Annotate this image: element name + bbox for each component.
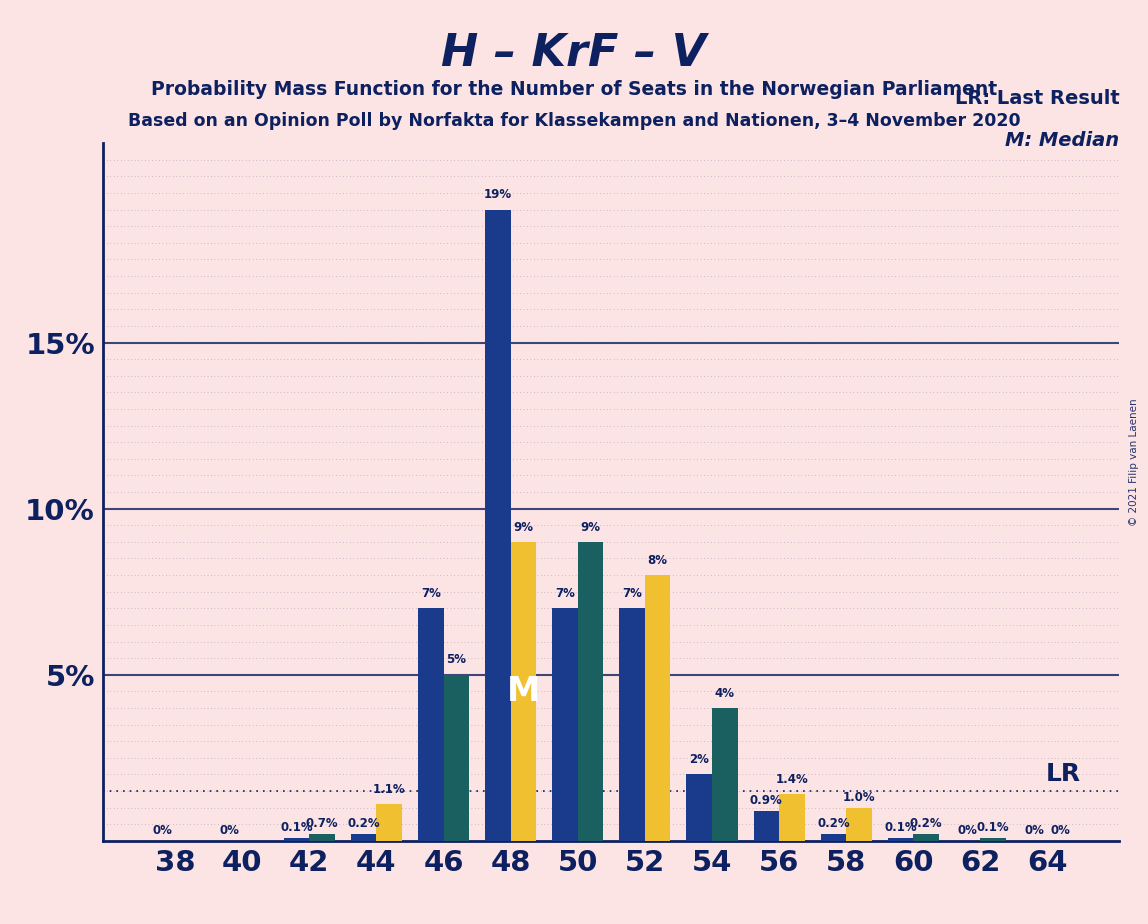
Bar — [645, 575, 670, 841]
Text: 0.9%: 0.9% — [750, 794, 783, 807]
Bar — [377, 804, 402, 841]
Text: 0.1%: 0.1% — [884, 821, 917, 833]
Text: M: M — [506, 675, 540, 708]
Bar — [753, 811, 779, 841]
Text: 0.7%: 0.7% — [305, 817, 339, 830]
Bar — [914, 834, 939, 841]
Text: 0.2%: 0.2% — [348, 817, 380, 830]
Text: 4%: 4% — [715, 687, 735, 699]
Bar — [779, 795, 805, 841]
Text: LR: Last Result: LR: Last Result — [954, 90, 1119, 108]
Bar — [846, 808, 871, 841]
Bar — [443, 675, 470, 841]
Text: 0.1%: 0.1% — [280, 821, 312, 833]
Text: 1.0%: 1.0% — [843, 791, 875, 804]
Text: 2%: 2% — [689, 753, 709, 766]
Text: LR: LR — [1046, 762, 1081, 786]
Text: 0%: 0% — [219, 824, 239, 837]
Bar — [552, 608, 577, 841]
Text: 1.4%: 1.4% — [776, 773, 808, 786]
Text: 0%: 0% — [1025, 824, 1045, 837]
Text: 0%: 0% — [1050, 824, 1070, 837]
Bar — [309, 834, 335, 841]
Bar — [511, 541, 536, 841]
Text: 19%: 19% — [483, 188, 512, 201]
Bar — [687, 774, 712, 841]
Bar — [486, 210, 511, 841]
Text: © 2021 Filip van Laenen: © 2021 Filip van Laenen — [1130, 398, 1139, 526]
Text: 0.1%: 0.1% — [977, 821, 1009, 833]
Text: 0.2%: 0.2% — [910, 817, 943, 830]
Bar — [284, 837, 309, 841]
Bar — [821, 834, 846, 841]
Bar — [712, 708, 737, 841]
Text: 0.2%: 0.2% — [817, 817, 850, 830]
Text: 0%: 0% — [957, 824, 978, 837]
Text: Probability Mass Function for the Number of Seats in the Norwegian Parliament: Probability Mass Function for the Number… — [150, 80, 998, 100]
Bar — [620, 608, 645, 841]
Text: 5%: 5% — [447, 653, 466, 666]
Text: M: Median: M: Median — [1006, 131, 1119, 151]
Text: 9%: 9% — [513, 520, 534, 533]
Bar — [351, 834, 377, 841]
Bar — [577, 541, 603, 841]
Text: 1.1%: 1.1% — [373, 783, 405, 796]
Text: H – KrF – V: H – KrF – V — [442, 32, 706, 76]
Text: 8%: 8% — [647, 553, 668, 566]
Text: 0%: 0% — [153, 824, 172, 837]
Text: Based on an Opinion Poll by Norfakta for Klassekampen and Nationen, 3–4 November: Based on an Opinion Poll by Norfakta for… — [127, 112, 1021, 129]
Bar — [418, 608, 443, 841]
Text: 7%: 7% — [421, 587, 441, 600]
Bar — [887, 837, 914, 841]
Text: 7%: 7% — [622, 587, 642, 600]
Text: 9%: 9% — [581, 520, 600, 533]
Bar — [980, 837, 1006, 841]
Text: 7%: 7% — [554, 587, 575, 600]
